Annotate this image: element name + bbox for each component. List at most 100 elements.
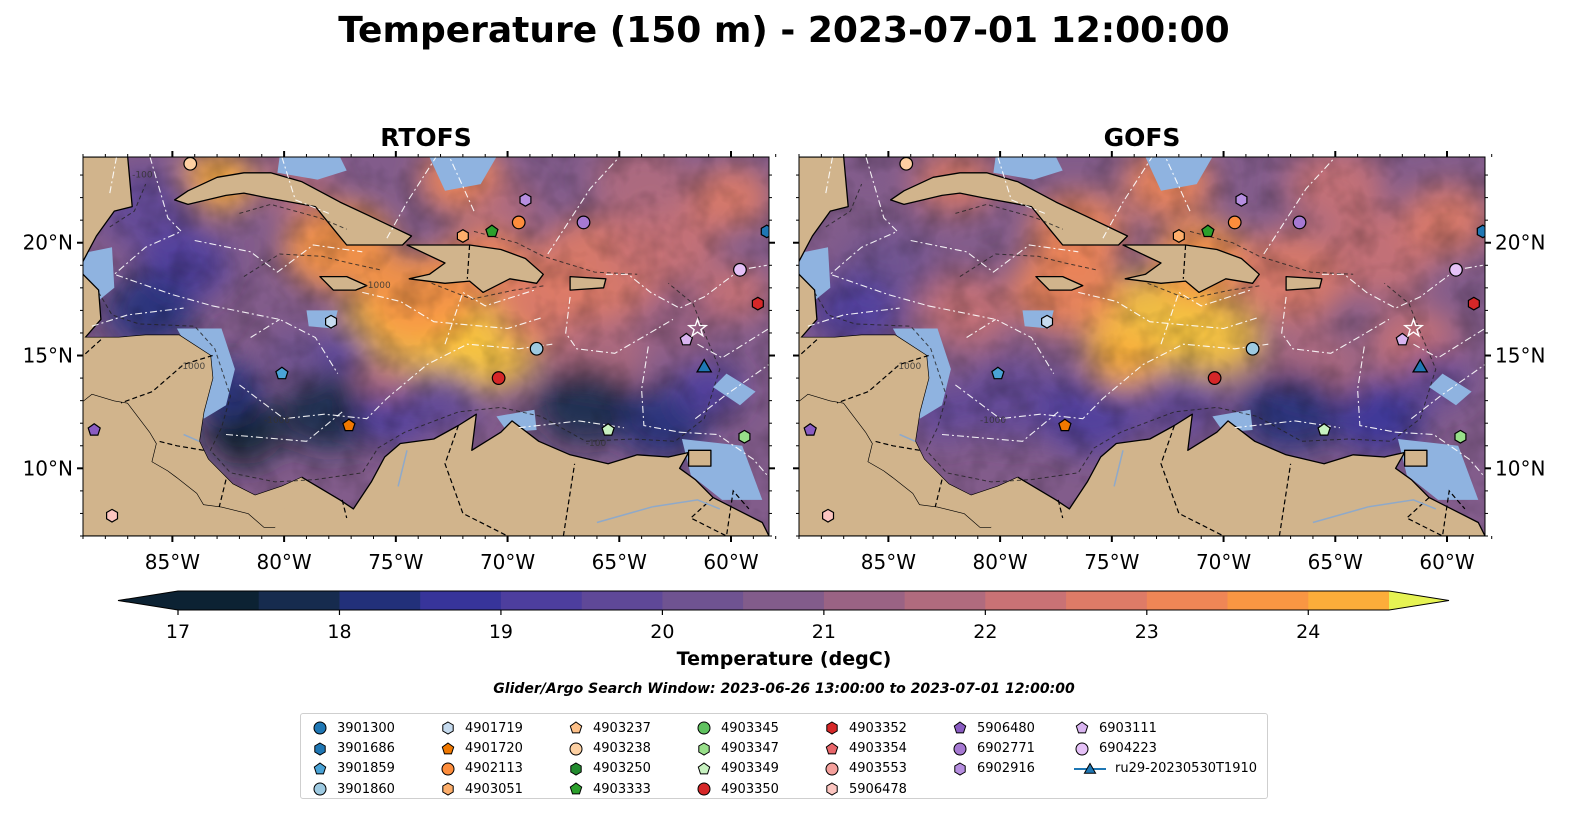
platform-marker-icon: [825, 741, 839, 754]
legend-item: 6903111: [1073, 718, 1257, 738]
platform-marker: [1235, 192, 1248, 207]
platform-marker-icon: [570, 762, 582, 776]
contour-label: -1000: [264, 416, 290, 426]
legend-label: 4903345: [721, 720, 779, 736]
eez-boundary: [1263, 157, 1336, 255]
eez-boundary: [807, 307, 900, 327]
platform-marker-icon: [569, 782, 583, 795]
eez-boundary: [444, 289, 535, 345]
eez-boundary: [825, 157, 834, 194]
colorbar-tick-label: 17: [166, 621, 190, 643]
central-america-land: [83, 335, 302, 527]
eez-boundary: [225, 411, 343, 442]
bathymetry-contour: [1147, 282, 1262, 300]
platform-marker: [1292, 215, 1307, 230]
landmass: [1035, 275, 1084, 291]
legend-label: 4903347: [721, 741, 779, 757]
eez-boundary: [641, 346, 680, 433]
glider-track-star: [686, 317, 709, 338]
country-border: [158, 440, 204, 451]
contour-label: -1000: [895, 362, 921, 372]
panel-title-rtofs: RTOFS: [380, 123, 472, 152]
eez-boundary: [1357, 346, 1396, 433]
landmass: [889, 172, 1129, 246]
shallow-water: [993, 157, 1063, 180]
legend-item: 4903354: [823, 738, 907, 758]
platform-legend: 3901300 3901686 3901859 3901860 4901719 4901…: [300, 713, 1268, 799]
bathymetry-contour: [243, 253, 381, 278]
platform-marker-icon: [1075, 721, 1089, 734]
platform-marker: [821, 508, 835, 523]
platform-marker: [751, 296, 764, 311]
legend-label: 4903051: [465, 781, 523, 797]
glider-track-star: [1402, 317, 1425, 338]
colorbar-tick-label: 21: [812, 621, 836, 643]
legend-label: 4902113: [465, 761, 523, 777]
y-tick-label: 10°N: [1495, 456, 1545, 480]
legend-item: 4903352: [823, 718, 907, 738]
eez-boundary: [1160, 289, 1251, 345]
eez-boundary: [966, 318, 996, 338]
platform-marker: [529, 341, 544, 356]
colorbar-bin: [339, 591, 421, 610]
legend-label: 4903250: [593, 761, 651, 777]
bathymetry-contour: [1189, 230, 1354, 275]
map-frame: [82, 156, 770, 537]
landmass: [687, 449, 712, 467]
legend-label: 4903352: [849, 720, 907, 736]
x-tick-label: 65°W: [1308, 550, 1363, 574]
map-frame: [798, 156, 1486, 537]
colorbar-bin: [1227, 591, 1309, 610]
bathymetry-contour: [825, 183, 863, 228]
landmass: [569, 275, 607, 291]
platform-marker-icon: [442, 782, 454, 796]
platform-marker: [519, 192, 532, 207]
platform-marker: [1201, 224, 1215, 238]
country-border: [120, 354, 213, 404]
colorbar-extend-high: [1389, 591, 1449, 610]
eez-boundary: [91, 307, 184, 327]
legend-column: 4903345 4903347 4903349 4903350: [695, 718, 779, 800]
legend-column: 5906480 6902771 6902916: [951, 718, 1035, 779]
eez-boundary: [1164, 157, 1191, 212]
legend-label: 6902771: [977, 741, 1035, 757]
legend-item: 6902916: [951, 759, 1035, 779]
legend-label: 4903354: [849, 741, 907, 757]
legend-item: 4902113: [439, 759, 523, 779]
colorbar-tick-label: 20: [650, 621, 674, 643]
platform-marker-icon: [697, 762, 711, 775]
shallow-water: [429, 157, 497, 191]
platform-marker: [1476, 224, 1485, 239]
landmass: [1122, 244, 1260, 294]
x-tick-label: 75°W: [368, 550, 423, 574]
bathymetry-contour: [98, 282, 721, 483]
platform-marker-icon: [954, 762, 966, 776]
platform-marker: [760, 224, 769, 239]
legend-item: 3901859: [311, 759, 395, 779]
x-tick-label: 60°W: [1419, 550, 1474, 574]
colorbar-tick-label: 22: [973, 621, 997, 643]
eez-boundary: [565, 296, 674, 354]
platform-marker-icon: [825, 762, 839, 776]
colorbar-bin: [1146, 591, 1229, 610]
platform-marker: [1245, 341, 1260, 356]
legend-item: 4903250: [567, 759, 651, 779]
legend-item: 5906480: [951, 718, 1035, 738]
country-border: [341, 499, 348, 519]
contour-label: -1000: [179, 362, 205, 372]
eez-boundary: [194, 239, 363, 273]
platform-marker-icon: [313, 782, 327, 796]
eez-boundary: [386, 157, 437, 239]
legend-item: 6902771: [951, 738, 1035, 758]
country-border: [1405, 489, 1466, 536]
platform-marker: [1454, 429, 1467, 444]
eez-boundary: [362, 291, 544, 330]
country-border: [689, 489, 750, 536]
colorbar-bin: [985, 591, 1067, 610]
platform-marker-icon: [313, 762, 327, 775]
glider-line-icon: [1074, 762, 1106, 774]
legend-column: 4901719 4901720 4902113 4903051: [439, 718, 523, 800]
legend-item: 4903345: [695, 718, 779, 738]
legend-label: 4901720: [465, 741, 523, 757]
